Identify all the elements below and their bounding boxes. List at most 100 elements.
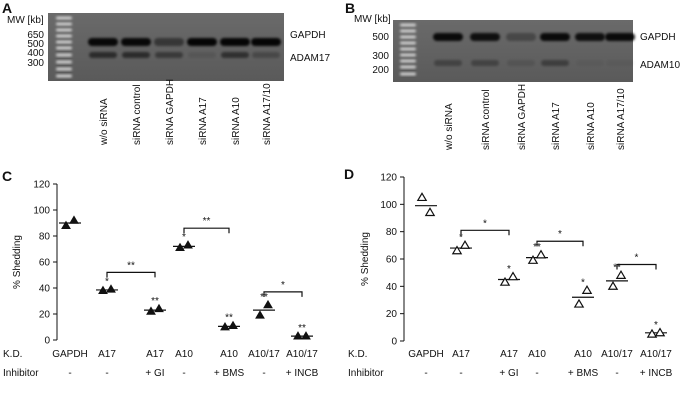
lane-label: siRNA A17 xyxy=(551,102,562,150)
data-point xyxy=(416,192,428,202)
data-point xyxy=(507,271,519,281)
significance-label: ** xyxy=(225,313,233,324)
ladder-band xyxy=(400,35,416,39)
row-header-kd: K.D. xyxy=(348,349,367,360)
category-label: A17 xyxy=(452,349,470,360)
inhibitor-label: + GI xyxy=(145,368,164,379)
gel-a-mw-tick: 300 xyxy=(27,58,44,69)
lane-label: siRNA GAPDH xyxy=(517,84,528,150)
category-label: A10 xyxy=(220,349,238,360)
bracket-label: ** xyxy=(203,216,211,227)
inhibitor-label: - xyxy=(459,368,462,379)
target-band xyxy=(155,52,183,58)
inhibitor-label: + BMS xyxy=(568,368,599,379)
significance-bracket xyxy=(460,229,510,236)
ladder-band xyxy=(400,29,416,33)
significance-label: ** xyxy=(151,296,159,307)
row-header-inhibitor: Inhibitor xyxy=(3,368,39,379)
data-point xyxy=(69,215,79,224)
data-point xyxy=(255,310,265,319)
data-point xyxy=(183,240,193,249)
inhibitor-label: - xyxy=(68,368,71,379)
significance-label: * xyxy=(105,276,109,287)
data-point xyxy=(459,239,471,249)
inhibitor-label: - xyxy=(535,368,538,379)
gapdh-band xyxy=(220,38,250,46)
category-label: A10 xyxy=(574,349,592,360)
inhibitor-label: - xyxy=(424,368,427,379)
significance-label: ** xyxy=(533,242,541,253)
inhibitor-label: + BMS xyxy=(214,368,245,379)
significance-label: * xyxy=(459,232,463,243)
category-label: A10/17 xyxy=(286,349,318,360)
significance-label: ** xyxy=(260,292,268,303)
lane-label: siRNA A17/10 xyxy=(262,83,273,145)
significance-label: * xyxy=(581,277,585,288)
gel-b-mw-tick: 300 xyxy=(372,51,389,62)
data-point xyxy=(175,242,185,252)
gel-a-band-label-adam17: ADAM17 xyxy=(290,53,330,64)
target-band xyxy=(507,60,535,66)
ladder-band xyxy=(56,67,72,71)
significance-bracket xyxy=(616,263,657,270)
category-label: A17 xyxy=(146,349,164,360)
gapdh-band xyxy=(506,33,536,41)
data-point xyxy=(535,249,547,259)
data-point xyxy=(527,254,539,264)
category-label: GAPDH xyxy=(408,349,444,360)
data-point xyxy=(146,306,156,315)
y-tick-label: 120 xyxy=(380,173,397,184)
data-point xyxy=(451,245,463,255)
data-point xyxy=(263,299,273,309)
significance-bracket xyxy=(536,240,584,247)
target-band xyxy=(188,52,216,58)
ladder-band xyxy=(56,53,72,57)
gapdh-band xyxy=(154,38,184,46)
gel-b-band-label-gapdh: GAPDH xyxy=(640,32,676,43)
y-tick-label: 0 xyxy=(391,337,397,348)
y-tick-label: 80 xyxy=(386,227,398,238)
ladder-band xyxy=(56,46,72,50)
gel-a-mw-header: MW [kb] xyxy=(7,15,44,26)
ladder-band xyxy=(56,28,72,32)
bracket-label: * xyxy=(558,229,562,240)
panel-letter-c: C xyxy=(2,168,12,184)
lane-label: w/o siRNA xyxy=(99,98,110,146)
data-point xyxy=(573,298,585,308)
ladder-band xyxy=(400,41,416,45)
inhibitor-label: - xyxy=(615,368,618,379)
lane-label: siRNA A10 xyxy=(231,97,242,145)
gapdh-band xyxy=(88,38,118,46)
inhibitor-label: - xyxy=(105,368,108,379)
inhibitor-label: - xyxy=(182,368,185,379)
ladder-band xyxy=(56,34,72,38)
panel-letter-b: B xyxy=(345,0,355,16)
y-tick-label: 100 xyxy=(380,200,397,211)
target-band xyxy=(541,60,569,66)
significance-label: ** xyxy=(298,323,306,334)
target-band xyxy=(606,60,634,66)
gapdh-band xyxy=(187,38,217,46)
gel-a-image xyxy=(48,13,284,81)
inhibitor-label: + INCB xyxy=(286,368,319,379)
gel-a-mw-tick: 650 xyxy=(27,30,44,41)
y-axis-label: % Shedding xyxy=(12,235,23,289)
gel-a-mw-tick: 400 xyxy=(27,48,44,59)
y-tick-label: 20 xyxy=(39,310,51,321)
gapdh-band xyxy=(251,38,281,46)
data-point xyxy=(106,284,116,293)
significance-label: * xyxy=(507,264,511,275)
y-tick-label: 20 xyxy=(386,309,398,320)
category-label: A10 xyxy=(528,349,546,360)
target-band xyxy=(434,60,462,66)
gapdh-band xyxy=(470,33,500,41)
lane-label: siRNA A10 xyxy=(586,102,597,150)
data-point xyxy=(499,276,511,286)
ladder-band xyxy=(400,72,416,76)
data-point xyxy=(293,331,303,340)
category-label: A10/17 xyxy=(601,349,633,360)
bracket-label: * xyxy=(281,280,285,291)
ladder-band xyxy=(56,40,72,44)
gel-a-mw-tick: 500 xyxy=(27,39,44,50)
